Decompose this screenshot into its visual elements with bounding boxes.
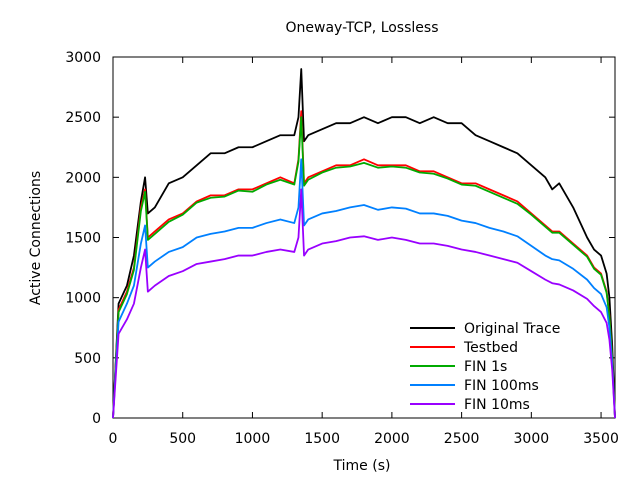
y-tick-label: 500 [74, 351, 101, 367]
x-tick-label: 2000 [374, 431, 410, 447]
y-tick-label: 2000 [65, 170, 101, 186]
legend-label-1: Testbed [463, 340, 518, 356]
x-tick-label: 500 [169, 431, 196, 447]
legend: Original Trace Testbed FIN 1s FIN 100ms FIN … [410, 321, 560, 413]
series-line-2 [112, 116, 616, 419]
series-lines [112, 68, 616, 419]
series-line-0 [112, 68, 616, 419]
x-tick-label: 0 [109, 431, 118, 447]
series-line-1 [112, 110, 616, 419]
x-tick-label: 1500 [304, 431, 340, 447]
legend-label-2: FIN 1s [464, 359, 507, 375]
legend-label-0: Original Trace [464, 321, 560, 337]
y-tick-label: 0 [92, 411, 101, 427]
legend-label-4: FIN 10ms [464, 397, 530, 413]
series-line-4 [112, 188, 616, 419]
x-tick-label: 2500 [444, 431, 480, 447]
chart-title: Oneway-TCP, Lossless [286, 20, 439, 36]
y-tick-label: 1000 [65, 291, 101, 307]
x-axis-ticks: 0 500 1000 1500 2000 2500 3000 3500 [109, 57, 619, 447]
x-axis-label: Time (s) [333, 458, 391, 474]
y-tick-label: 3000 [65, 50, 101, 66]
x-tick-label: 1000 [235, 431, 271, 447]
legend-label-3: FIN 100ms [464, 378, 539, 394]
y-axis-label: Active Connections [28, 171, 44, 305]
x-tick-label: 3000 [514, 431, 550, 447]
y-axis-ticks: 0 500 1000 1500 2000 2500 3000 [65, 50, 615, 427]
y-tick-label: 1500 [65, 231, 101, 247]
y-tick-label: 2500 [65, 110, 101, 126]
series-line-3 [112, 158, 616, 419]
x-tick-label: 3500 [583, 431, 619, 447]
